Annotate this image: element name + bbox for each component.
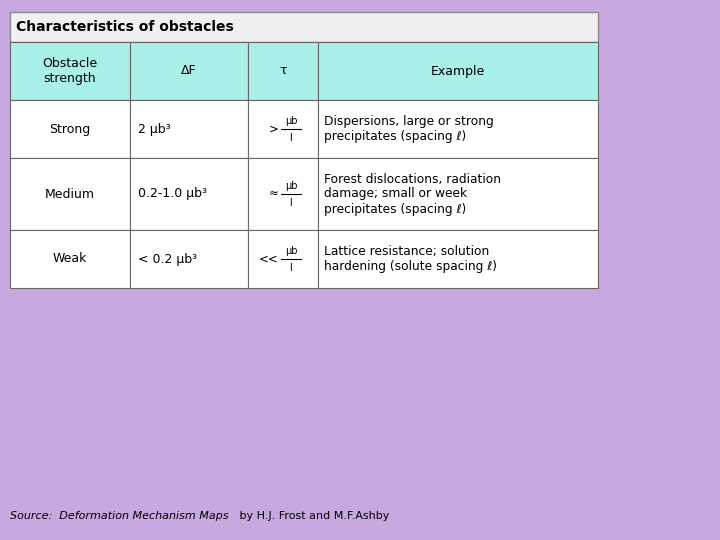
Text: < 0.2 μb³: < 0.2 μb³ — [138, 253, 197, 266]
Text: μb: μb — [284, 116, 297, 126]
Text: Forest dislocations, radiation
damage; small or week
precipitates (spacing ℓ): Forest dislocations, radiation damage; s… — [324, 172, 501, 215]
Text: Source:  Deformation Mechanism Maps: Source: Deformation Mechanism Maps — [10, 511, 229, 521]
Text: l: l — [289, 133, 292, 143]
Text: Characteristics of obstacles: Characteristics of obstacles — [16, 20, 234, 34]
Text: by H.J. Frost and M.F.Ashby: by H.J. Frost and M.F.Ashby — [236, 511, 390, 521]
Text: l: l — [289, 263, 292, 273]
Text: τ: τ — [279, 64, 287, 78]
Text: Example: Example — [431, 64, 485, 78]
Text: Obstacle
strength: Obstacle strength — [42, 57, 98, 85]
Text: Lattice resistance; solution
hardening (solute spacing ℓ): Lattice resistance; solution hardening (… — [324, 245, 497, 273]
Text: Medium: Medium — [45, 187, 95, 200]
Text: Dispersions, large or strong
precipitates (spacing ℓ): Dispersions, large or strong precipitate… — [324, 115, 494, 143]
Text: ≈: ≈ — [269, 187, 279, 200]
Text: ΔF: ΔF — [181, 64, 197, 78]
Text: >: > — [269, 123, 279, 136]
Text: 0.2-1.0 μb³: 0.2-1.0 μb³ — [138, 187, 207, 200]
Text: Strong: Strong — [50, 123, 91, 136]
Text: l: l — [289, 198, 292, 208]
Text: Weak: Weak — [53, 253, 87, 266]
Text: μb: μb — [284, 181, 297, 191]
Text: μb: μb — [284, 246, 297, 256]
Text: <<: << — [259, 253, 279, 266]
Text: 2 μb³: 2 μb³ — [138, 123, 171, 136]
